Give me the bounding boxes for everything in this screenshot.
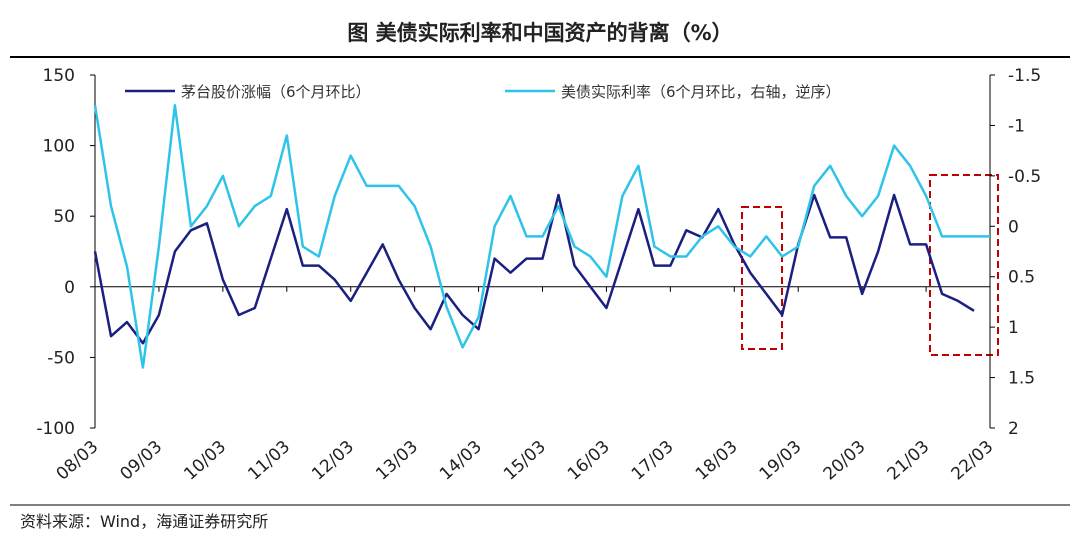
- x-tick-label: 22/03: [948, 437, 998, 485]
- legend-label: 茅台股价涨幅（6个月环比）: [181, 83, 371, 101]
- x-tick-label: 17/03: [628, 437, 678, 485]
- x-tick-label: 13/03: [372, 437, 422, 485]
- highlight-box: [741, 206, 783, 350]
- series-line: [93, 104, 990, 369]
- x-tick-label: 11/03: [244, 437, 294, 485]
- y-tick-label: -50: [47, 348, 75, 368]
- x-tick-label: 19/03: [756, 437, 806, 485]
- y2-tick-label: 0: [1008, 217, 1019, 237]
- y-tick-label: 0: [64, 278, 75, 298]
- y2-tick-label: 1: [1008, 318, 1019, 338]
- y2-tick-label: -1.5: [1008, 66, 1041, 86]
- y2-tick-label: 2: [1008, 419, 1019, 439]
- y2-tick-label: -1: [1008, 116, 1025, 136]
- series-line: [93, 193, 975, 345]
- x-tick-label: 09/03: [116, 437, 166, 485]
- y-tick-label: -100: [36, 419, 75, 439]
- chart-title: 图 美债实际利率和中国资产的背离（%）: [347, 21, 732, 45]
- x-tick-label: 10/03: [180, 437, 230, 485]
- x-tick-label: 08/03: [53, 437, 103, 485]
- y-tick-label: 100: [43, 137, 75, 157]
- y-tick-label: 50: [53, 207, 75, 227]
- y2-tick-label: 0.5: [1008, 268, 1035, 288]
- x-tick-label: 16/03: [564, 437, 614, 485]
- x-tick-label: 20/03: [820, 437, 870, 485]
- y-tick-label: 150: [43, 66, 75, 86]
- x-tick-label: 18/03: [692, 437, 742, 485]
- x-tick-label: 15/03: [500, 437, 550, 485]
- y2-tick-label: 1.5: [1008, 369, 1035, 389]
- x-tick-label: 12/03: [308, 437, 358, 485]
- highlight-box: [929, 174, 999, 356]
- y2-tick-label: -0.5: [1008, 167, 1041, 187]
- x-tick-label: 14/03: [436, 437, 486, 485]
- x-tick-label: 21/03: [884, 437, 934, 485]
- source: 资料来源：Wind，海通证券研究所: [20, 512, 268, 531]
- legend-label: 美债实际利率（6个月环比，右轴，逆序）: [561, 83, 841, 101]
